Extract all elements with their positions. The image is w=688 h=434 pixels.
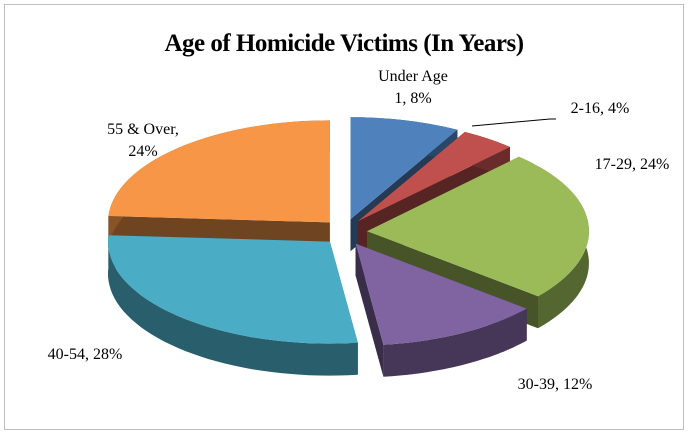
slice bbox=[108, 120, 330, 223]
value-label: 8% bbox=[410, 90, 432, 107]
slice-wall bbox=[108, 235, 358, 376]
slice bbox=[357, 131, 510, 222]
slice bbox=[350, 117, 458, 220]
data-label: 2-164% bbox=[540, 98, 660, 120]
category-label: 55 & Over bbox=[107, 121, 179, 138]
slice bbox=[355, 243, 527, 345]
value-label: 24% bbox=[640, 156, 670, 173]
value-label: 28% bbox=[93, 346, 123, 363]
data-label: 17-2924% bbox=[572, 154, 688, 176]
data-label: 55 & Over 24% bbox=[96, 119, 191, 163]
category-label: 2-16 bbox=[571, 100, 608, 117]
slice bbox=[108, 235, 358, 344]
category-label: 30-39 bbox=[518, 376, 563, 393]
slice-wall bbox=[383, 308, 527, 377]
data-label: 40-5428% bbox=[25, 344, 145, 366]
value-label: 24% bbox=[128, 143, 158, 160]
chart-title: Age of Homicide Victims (In Years) bbox=[164, 30, 524, 57]
leader-line bbox=[471, 118, 556, 127]
data-label: Under Age 18% bbox=[373, 66, 453, 110]
value-label: 4% bbox=[608, 100, 630, 117]
category-label: 17-29 bbox=[595, 156, 640, 173]
slice-side bbox=[355, 243, 384, 377]
category-label: 40-54 bbox=[48, 346, 93, 363]
slice bbox=[367, 156, 589, 297]
data-label: 30-3912% bbox=[495, 374, 615, 396]
value-label: 12% bbox=[563, 376, 593, 393]
